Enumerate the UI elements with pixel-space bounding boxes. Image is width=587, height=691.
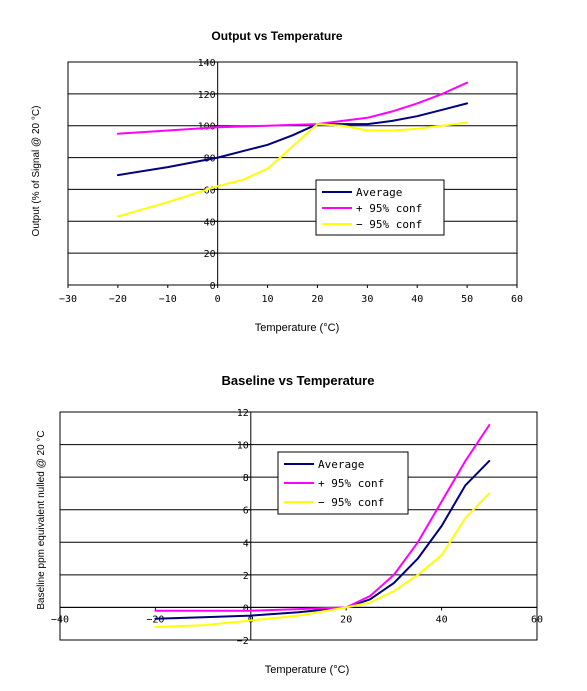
x-tick-label: 0 [215,294,221,305]
y-tick-label: 2 [243,571,249,582]
plot-area [67,61,518,286]
x-tick-label: −40 [51,614,69,625]
legend-label: Average [356,186,402,199]
x-tick-label: −20 [109,294,127,305]
axes [60,412,537,640]
x-tick-label: −10 [159,294,177,305]
x-tick-label: 10 [262,294,274,305]
plot-area [59,411,538,641]
x-tick-label: 50 [461,294,473,305]
legend: Average + 95% conf − 95% conf [277,451,409,515]
y-tick-label: 0 [243,603,249,614]
legend-label: + 95% conf [356,202,422,215]
series-line [154,424,491,612]
chart-title: Baseline vs Temperature [222,373,375,388]
y-tick-label: 140 [198,58,216,69]
x-tick-labels: −30 −20 −10 0 10 20 30 40 50 60 [59,285,523,305]
x-tick-label: 20 [311,294,323,305]
legend: Average + 95% conf − 95% conf [315,179,445,236]
x-tick-label: 20 [340,614,352,625]
output-vs-temperature-chart: Output vs Temperature 020406080100120140… [31,29,523,334]
series-line [116,121,469,218]
y-tick-label: 6 [243,506,249,517]
y-tick-label: 10 [237,441,249,452]
x-tick-label: 30 [361,294,373,305]
x-tick-label: 60 [511,294,523,305]
legend-label: − 95% conf [356,218,422,231]
x-tick-label: 60 [531,614,543,625]
chart-title: Output vs Temperature [211,29,342,43]
legend-label: − 95% conf [318,496,384,509]
y-tick-label: 4 [243,538,249,549]
x-tick-label: 40 [411,294,423,305]
x-tick-label: −20 [146,614,164,625]
legend-label: Average [318,458,364,471]
x-tick-label: 40 [436,614,448,625]
y-tick-label: 60 [204,185,216,196]
y-tick-label: −2 [237,636,249,647]
y-tick-label: 120 [198,90,216,101]
y-axis-label: Output (% of Signal @ 20 °C) [31,106,42,237]
legend-label: + 95% conf [318,477,384,490]
y-tick-label: 0 [210,281,216,292]
legend-entries: Average + 95% conf − 95% conf [284,458,384,509]
series-line [154,492,491,628]
y-axis-label: Baseline ppm equivalent nulled @ 20 °C [36,430,47,609]
legend-entries: Average + 95% conf − 95% conf [322,186,422,231]
series-line [154,459,491,620]
y-tick-label: 12 [237,408,249,419]
y-tick-label: 40 [204,217,216,228]
series-lines [116,81,469,218]
y-tick-label: 20 [204,249,216,260]
x-axis-label: Temperature (°C) [265,664,349,676]
series-lines [154,424,491,628]
y-tick-labels: −2 0 2 4 6 8 10 12 [237,408,251,647]
x-tick-label: −30 [59,294,77,305]
x-axis-label: Temperature (°C) [255,322,339,334]
y-tick-label: 8 [243,473,249,484]
